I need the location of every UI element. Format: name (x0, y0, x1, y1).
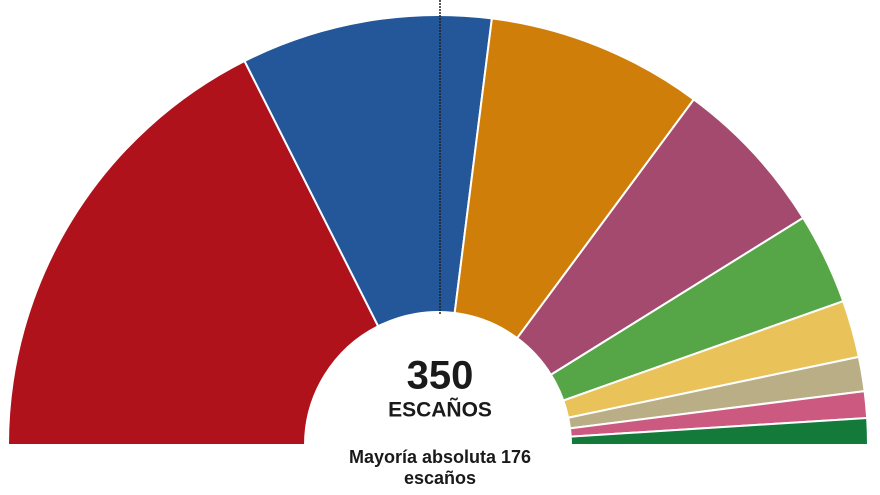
segments (6, 14, 870, 446)
total-seats: 350 (407, 354, 474, 398)
seat-segment (243, 14, 494, 328)
seats-label: ESCAÑOS (388, 399, 492, 422)
majority-label: escaños (404, 468, 476, 488)
seat-segment (569, 416, 870, 446)
majority-label: Mayoría absoluta 176 (349, 447, 531, 467)
seat-segment (6, 59, 380, 446)
seat-segment (453, 17, 696, 340)
